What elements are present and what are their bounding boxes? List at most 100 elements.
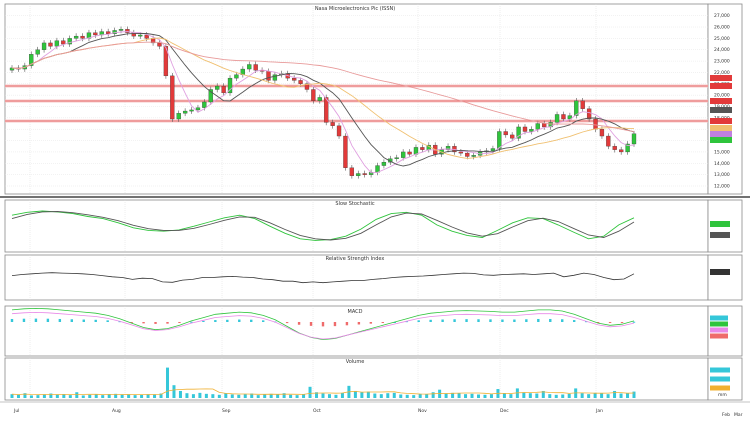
candle-body: [311, 89, 316, 101]
macd-value-tag-2: [710, 327, 728, 333]
volume-bar: [327, 394, 331, 398]
volume-bar: [101, 395, 105, 398]
y-tick-label: 12,000: [714, 184, 730, 190]
candle-body: [394, 157, 399, 159]
macd-histogram-bar: [357, 322, 361, 325]
macd-histogram-bar: [178, 322, 181, 323]
candle-body: [208, 89, 213, 103]
volume-bar: [561, 394, 565, 398]
candle-body: [61, 40, 66, 45]
candle-body: [324, 97, 329, 123]
macd-histogram-bar: [309, 322, 313, 326]
volume-bar: [360, 392, 364, 398]
panel-frame-3: [4, 305, 709, 357]
candle-body: [567, 115, 573, 120]
macd-histogram-bar: [321, 322, 325, 327]
candle-body: [67, 38, 72, 45]
y-tick-label: 20,000: [714, 93, 730, 99]
volume-bar: [23, 393, 27, 398]
candle-body: [272, 74, 278, 81]
candle-body: [163, 46, 169, 77]
ma-short-line: [11, 31, 635, 174]
x-axis-month-label: Oct: [313, 408, 321, 414]
macd-histogram-bar: [250, 319, 253, 322]
candle-body: [291, 77, 297, 81]
macd-histogram-bar: [513, 319, 516, 322]
volume-bar: [321, 393, 325, 398]
volume-bar: [373, 393, 377, 398]
volume-bar: [276, 394, 280, 398]
volume-bar: [632, 391, 636, 398]
candle-body: [458, 151, 464, 154]
volume-unit-label: mm: [718, 393, 727, 398]
macd-histogram-bar: [22, 318, 26, 322]
candle-body: [125, 29, 130, 33]
volume-bar: [340, 392, 344, 398]
macd-histogram-bar: [58, 318, 62, 322]
volume-bar: [366, 391, 370, 398]
volume-bar: [185, 393, 189, 398]
candle-body: [445, 146, 451, 150]
volume-bar: [489, 394, 493, 398]
volume-bar: [68, 395, 72, 398]
candle-body: [554, 114, 560, 123]
candle-body: [247, 64, 252, 70]
macd-histogram-bar: [405, 321, 408, 323]
macd-histogram-bar: [465, 319, 468, 322]
volume-bar: [535, 393, 539, 398]
stochastic-value-tag-1: [710, 232, 730, 238]
volume-bar: [75, 392, 79, 398]
price-value-tag-5: [710, 125, 732, 131]
y-tick-label: 23,000: [714, 59, 730, 65]
candle-body: [471, 155, 476, 157]
volume-bar: [464, 394, 468, 398]
macd-histogram-bar: [214, 320, 217, 322]
volume-bar: [133, 395, 137, 398]
volume-bar: [263, 394, 267, 398]
volume-bar: [230, 394, 234, 398]
volume-bar: [412, 395, 416, 398]
macd-histogram-bar: [549, 318, 552, 322]
stochastic-title: Slow Stochastic: [335, 201, 374, 207]
volume-bar: [36, 395, 40, 398]
volume-bar: [62, 394, 66, 398]
volume-bar: [217, 394, 221, 398]
volume-bar: [16, 394, 20, 398]
macd-histogram-bar: [10, 318, 14, 322]
candle-body: [465, 152, 470, 157]
candle-body: [176, 113, 181, 120]
volume-bar: [94, 394, 98, 398]
candle-body: [41, 42, 47, 50]
candle-body: [336, 125, 342, 137]
x-axis-month-label: Nov: [418, 408, 427, 414]
price-value-tag-7: [710, 137, 732, 143]
price-value-tag-6: [710, 131, 732, 137]
volume-bar: [42, 394, 46, 398]
candle-body: [349, 167, 355, 176]
volume-bar: [425, 394, 429, 398]
candle-body: [503, 131, 508, 136]
volume-bar: [282, 393, 286, 398]
volume-bar: [120, 394, 124, 398]
volume-bar: [81, 395, 85, 398]
volume-bar: [49, 393, 53, 398]
price-value-tag-1: [710, 83, 732, 89]
volume-bar: [509, 394, 513, 398]
candle-body: [420, 147, 425, 150]
volume-bar: [379, 394, 383, 398]
macd-histogram-bar: [537, 318, 540, 322]
candle-body: [580, 100, 585, 109]
volume-bar: [580, 393, 584, 398]
stochastic-value-tag-0: [710, 221, 730, 227]
rsi-value-tag: [710, 269, 730, 275]
candle-body: [343, 135, 348, 168]
candle-body: [401, 151, 406, 158]
macd-histogram-bar: [70, 319, 74, 322]
macd-title: MACD: [348, 309, 363, 315]
candle-body: [593, 118, 598, 130]
candle-body: [490, 148, 496, 151]
macd-histogram-bar: [297, 322, 301, 325]
candle-body: [497, 131, 502, 149]
price-value-tag-0: [710, 75, 732, 81]
